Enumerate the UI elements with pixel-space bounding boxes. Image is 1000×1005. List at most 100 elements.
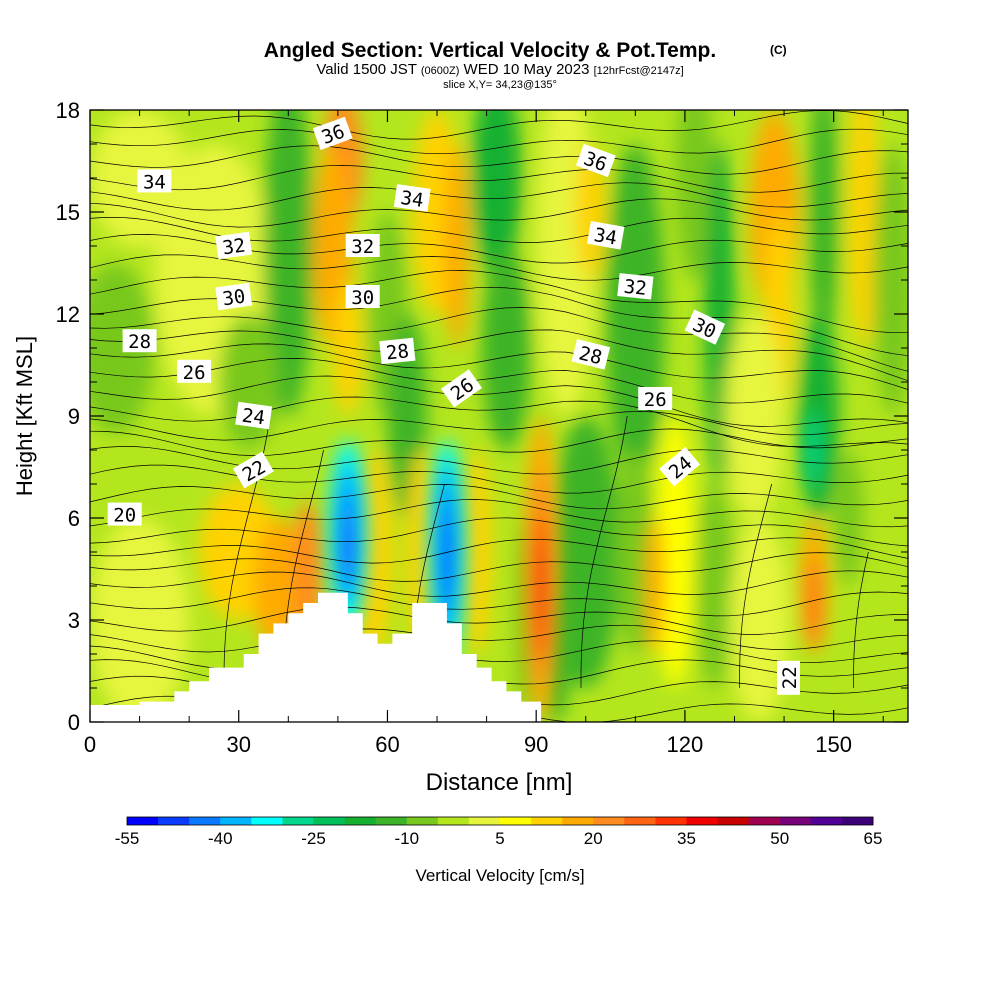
isentrope	[739, 483, 773, 688]
colorbar-swatch	[158, 817, 190, 825]
colorbar-swatch	[468, 817, 501, 825]
colorbar-swatch	[375, 817, 408, 825]
isentrope	[90, 396, 908, 447]
x-tick-label: 60	[375, 732, 399, 757]
contour-label-text: 22	[779, 666, 801, 689]
colorbar-tick-label: 35	[677, 829, 696, 848]
isentrope	[853, 551, 869, 689]
y-tick-label: 0	[68, 710, 80, 735]
isentrope	[90, 182, 908, 211]
contour-label-text: 24	[241, 405, 267, 430]
isentrope	[90, 624, 908, 653]
colorbar-swatch	[810, 817, 843, 825]
colorbar-swatch	[624, 817, 656, 825]
isentrope	[90, 464, 908, 494]
contour-label-text: 30	[351, 287, 374, 309]
velocity-cores	[327, 409, 822, 722]
x-tick-label: 0	[84, 732, 96, 757]
colorbar-swatch	[189, 817, 221, 825]
subtitle-date: WED 10 May 2023	[464, 61, 590, 78]
isentrope	[90, 411, 908, 441]
x-tick-label: 30	[226, 732, 250, 757]
colorbar-swatch	[406, 817, 439, 825]
contour-label-text: 30	[221, 286, 247, 311]
contour-label: 28	[571, 339, 611, 370]
y-tick-label: 3	[68, 608, 80, 633]
x-tick-label: 120	[667, 732, 704, 757]
x-axis: 0 30 60 90 120 150	[84, 110, 884, 757]
isentrope	[90, 110, 908, 140]
contour-label-text: 28	[385, 340, 410, 364]
colorbar-swatch	[593, 817, 625, 825]
colorbar-swatch	[127, 817, 159, 825]
isentrope	[90, 552, 908, 582]
subtitle-forecast: [12hrFcst@2147z]	[594, 65, 684, 77]
colorbar-label: Vertical Velocity [cm/s]	[415, 866, 584, 885]
subtitle-utc: (0600Z)	[421, 65, 460, 77]
contour-label: 24	[235, 401, 273, 430]
y-tick-label: 9	[68, 404, 80, 429]
contour-label-text: 32	[221, 235, 247, 260]
colorbar-swatch	[437, 817, 470, 825]
colorbar-swatch	[655, 817, 687, 825]
contour-label: 28	[122, 329, 157, 353]
contour-label: 34	[586, 221, 625, 250]
contour-label: 30	[345, 285, 380, 309]
isentrope	[90, 329, 908, 382]
isentrope	[90, 499, 908, 528]
y-tick-label: 15	[56, 200, 80, 225]
x-axis-label: Distance [nm]	[426, 769, 573, 796]
isentrope	[90, 128, 908, 155]
isentrope	[90, 446, 908, 475]
y-tick-label: 12	[56, 302, 80, 327]
colorbar-tick-label: 5	[495, 829, 504, 848]
y-tick-label: 18	[56, 98, 80, 123]
contour-label-text: 32	[623, 276, 648, 300]
contour-label-text: 28	[128, 331, 151, 353]
colorbar-tick-label: -40	[208, 829, 233, 848]
colorbar-swatch	[500, 817, 532, 825]
colorbar-tick-label: 65	[864, 829, 883, 848]
isentrope	[90, 428, 908, 456]
colorbar-swatch	[251, 817, 283, 825]
colorbar-tick-label: -55	[115, 829, 140, 848]
contour-label: 32	[345, 234, 380, 258]
isentrope	[90, 165, 908, 193]
colorbar-swatch	[282, 817, 314, 825]
colorbar-swatch	[562, 817, 594, 825]
isentrope	[90, 587, 908, 617]
contour-label: 26	[177, 359, 212, 384]
isentrope	[90, 375, 908, 427]
contour-label: 36	[312, 116, 353, 150]
contour-label-text: 34	[399, 187, 425, 212]
contour-label-text: 26	[644, 389, 667, 411]
isentrope	[90, 307, 908, 372]
contour-label-text: 34	[592, 224, 618, 250]
colorbar-tick-label: -25	[301, 829, 326, 848]
isentrope	[90, 517, 908, 547]
contour-label: 28	[379, 337, 416, 365]
isentrope	[90, 254, 908, 281]
subtitle-valid: Valid 1500 JST	[316, 61, 416, 78]
isentrope	[90, 270, 908, 334]
contour-label: 26	[638, 387, 673, 411]
colorbar-swatch	[531, 817, 563, 825]
chart-title: Angled Section: Vertical Velocity & Pot.…	[264, 39, 716, 62]
ground-strip	[90, 705, 140, 722]
contour-label-text: 20	[113, 505, 136, 527]
colorbar-swatch	[686, 817, 718, 825]
chart-title-suffix: (C)	[770, 43, 787, 57]
colorbar-swatch	[313, 817, 345, 825]
terrain	[139, 592, 542, 722]
colorbar-swatch	[748, 817, 781, 825]
colorbar-swatch	[344, 817, 377, 825]
isentrope	[580, 415, 628, 688]
y-axis: 0 36 9 12 15 18	[56, 98, 908, 735]
colorbar: -55 -40 -25 -10 5 20 35 50 65	[115, 816, 883, 848]
isentrope	[90, 343, 908, 390]
y-axis-label: Height [Kft MSL]	[12, 336, 37, 496]
isentrope	[90, 537, 908, 564]
